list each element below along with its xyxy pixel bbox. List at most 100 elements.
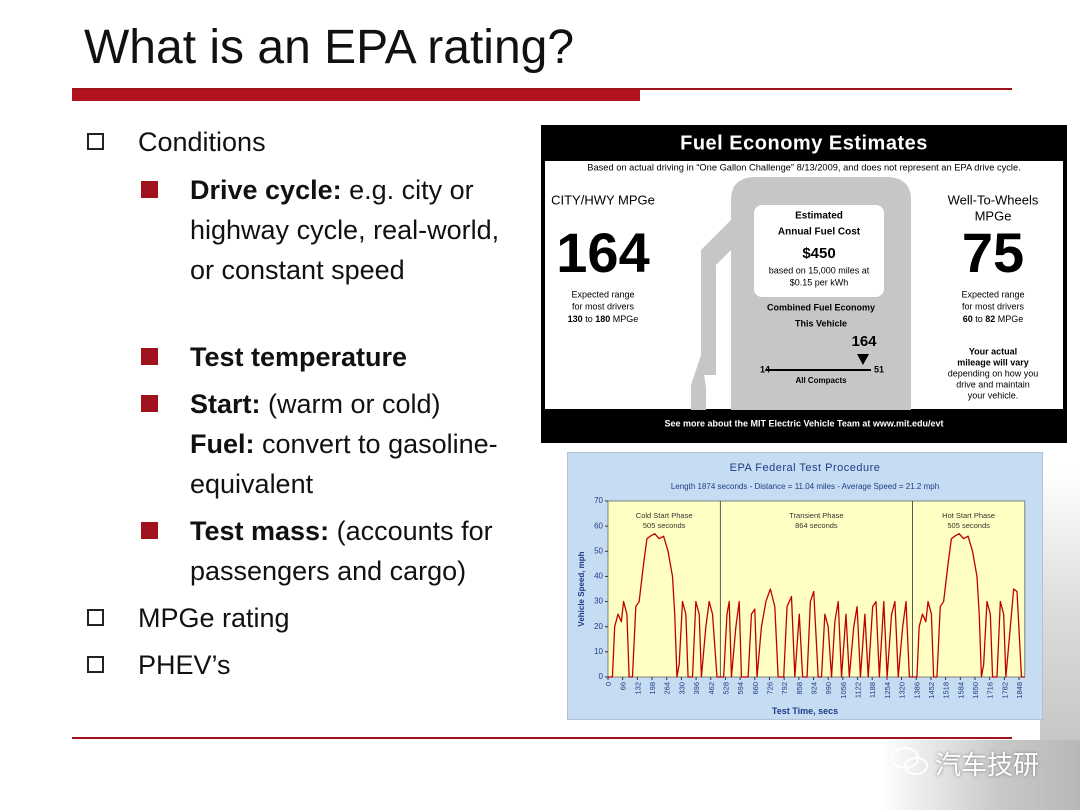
x-tick-label: 594 — [736, 682, 745, 695]
vehicle-value: 164 — [851, 333, 877, 350]
label-text: Expected range — [571, 289, 634, 299]
chart-title: EPA Federal Test Procedure — [730, 462, 881, 474]
label-heading: CITY/HWY MPGe — [551, 192, 655, 207]
wechat-icon — [891, 747, 928, 775]
y-tick-label: 60 — [594, 521, 603, 530]
chart: EPA Federal Test Procedure Length 1874 s… — [567, 452, 1043, 720]
footer-rule — [72, 737, 1012, 739]
bullet-square — [141, 348, 158, 365]
sub-bullet: Start: (warm or cold) Fuel: convert to ga… — [190, 384, 520, 504]
fuel-label: Fuel Economy Estimates Based on actual dr… — [541, 125, 1067, 443]
label-text: 14 — [760, 364, 770, 374]
y-tick-label: 30 — [594, 597, 603, 606]
x-tick-label: 1122 — [854, 682, 863, 698]
y-tick-label: 70 — [594, 496, 603, 505]
x-tick-label: 66 — [619, 682, 628, 690]
bullet-square — [141, 395, 158, 412]
phase-duration: 864 seconds — [795, 521, 838, 530]
sub-bullet: Drive cycle: e.g. city or highway cycle,… — [190, 170, 520, 290]
x-tick-label: 990 — [824, 682, 833, 695]
x-tick-label: 1848 — [1015, 682, 1024, 699]
x-tick-label: 528 — [721, 682, 730, 695]
x-axis-label: Test Time, secs — [772, 706, 838, 716]
watermark-backdrop — [880, 740, 1080, 810]
bold-text: Test mass: — [190, 516, 330, 546]
x-tick-label: 1188 — [868, 682, 877, 698]
label-text: drive and maintain — [956, 379, 1030, 389]
x-tick-label: 330 — [677, 682, 686, 695]
x-tick-label: 1320 — [898, 682, 907, 699]
x-tick-label: 1056 — [839, 682, 848, 699]
label-footer: See more about the MIT Electric Vehicle … — [664, 418, 943, 428]
phase-name: Hot Start Phase — [942, 511, 995, 520]
x-tick-label: 1584 — [956, 682, 965, 699]
x-tick-label: 1716 — [986, 682, 995, 699]
x-tick-label: 1452 — [927, 682, 936, 699]
bullet-text: PHEV’s — [138, 650, 231, 680]
range-line: 60 to 82 MPGe — [963, 314, 1024, 324]
bullet-text: MPGe rating — [138, 603, 290, 633]
label-text: All Compacts — [795, 376, 847, 385]
label-heading: MPGe — [975, 208, 1012, 223]
bullet-text: Conditions — [138, 127, 266, 157]
bold-text: Start: — [190, 389, 261, 419]
x-tick-label: 0 — [604, 682, 613, 686]
x-tick-label: 1518 — [942, 682, 951, 699]
text: (accounts for passengers and cargo) — [190, 516, 493, 586]
x-tick-label: 198 — [648, 682, 657, 695]
bullet-box — [87, 656, 104, 673]
range-line: 130 to 180 MPGe — [568, 314, 639, 324]
y-axis-label: Vehicle Speed, mph — [577, 551, 586, 626]
phase-duration: 505 seconds — [643, 521, 686, 530]
label-text: 51 — [874, 364, 884, 374]
label-text: Annual Fuel Cost — [778, 227, 861, 238]
phase-duration: 505 seconds — [947, 521, 990, 530]
x-tick-label: 1386 — [912, 682, 921, 699]
label-text: $0.15 per kWh — [790, 277, 849, 287]
label-heading: Well-To-Wheels — [948, 192, 1039, 207]
label-text: Your actual — [969, 346, 1017, 356]
bold-text: Drive cycle: — [190, 175, 342, 205]
label-value: 75 — [962, 221, 1024, 284]
speed-line — [608, 533, 1025, 678]
text: (warm or cold) — [268, 389, 441, 419]
chart-subtitle: Length 1874 seconds - Distance = 11.04 m… — [671, 482, 939, 491]
y-tick-label: 10 — [594, 647, 603, 656]
range-part: 130 — [568, 314, 583, 324]
y-tick-label: 40 — [594, 572, 603, 581]
x-tick-label: 858 — [795, 682, 804, 695]
range-part: to — [585, 314, 593, 324]
sub-bullet: Test temperature — [190, 337, 520, 377]
label-text: This Vehicle — [795, 318, 847, 328]
x-tick-label: 660 — [751, 682, 760, 695]
label-text: your vehicle. — [968, 390, 1019, 400]
annual-cost: $450 — [802, 245, 835, 262]
label-text: Estimated — [795, 211, 843, 222]
bullet-box — [87, 133, 104, 150]
label-text: Expected range — [961, 289, 1024, 299]
bullet-box — [87, 609, 104, 626]
phase-name: Transient Phase — [789, 511, 843, 520]
range-part: 60 — [963, 314, 973, 324]
text: e.g. city or highway cycle, real-world, … — [190, 175, 500, 285]
x-tick-label: 396 — [692, 682, 701, 695]
range-part: 82 — [985, 314, 995, 324]
range-part: MPGe — [613, 314, 639, 324]
bold-text: Fuel: — [190, 429, 255, 459]
x-tick-label: 264 — [663, 682, 672, 695]
label-text: mileage will vary — [957, 357, 1029, 367]
y-tick-label: 20 — [594, 622, 603, 631]
range-part: 180 — [595, 314, 610, 324]
slide-title: What is an EPA rating? — [84, 21, 575, 74]
text: convert to gasoline-equivalent — [190, 429, 498, 499]
title-rule — [72, 88, 1012, 90]
x-tick-label: 726 — [765, 682, 774, 695]
phase-name: Cold Start Phase — [636, 511, 693, 520]
label-text: for most drivers — [962, 301, 1025, 311]
bullet-square — [141, 522, 158, 539]
x-tick-label: 462 — [707, 682, 716, 695]
x-tick-label: 1782 — [1000, 682, 1009, 699]
label-text: based on 15,000 miles at — [769, 265, 870, 275]
label-text: Combined Fuel Economy — [767, 302, 875, 312]
